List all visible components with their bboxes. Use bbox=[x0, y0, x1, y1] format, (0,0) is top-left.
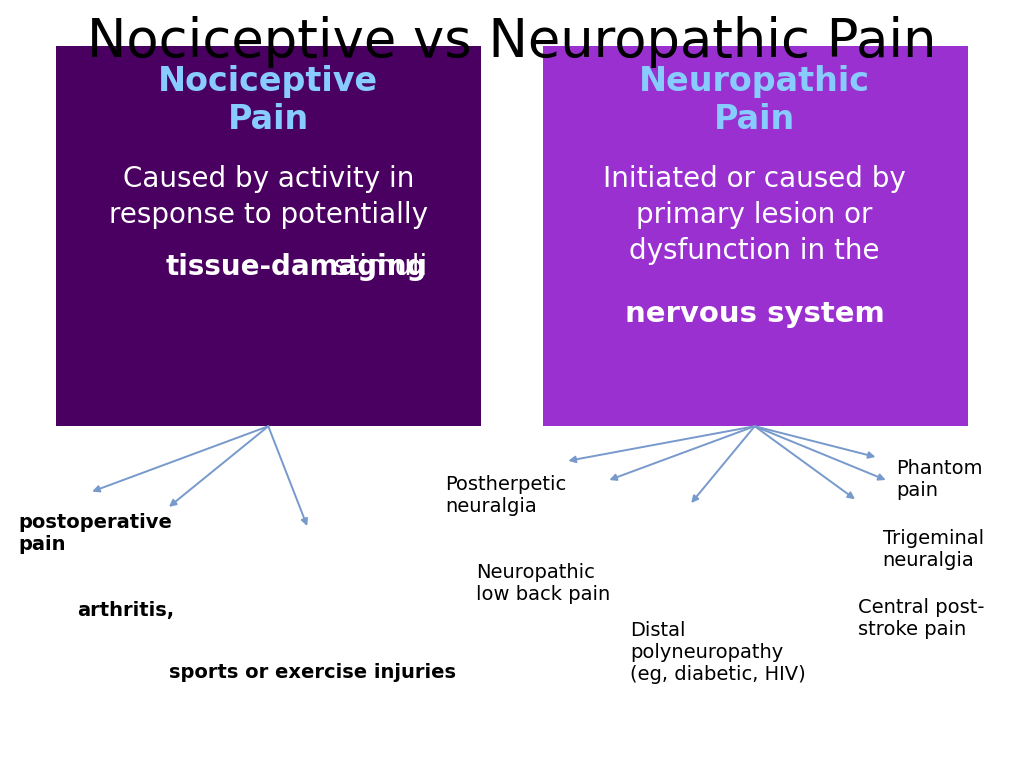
Text: Trigeminal
neuralgia: Trigeminal neuralgia bbox=[883, 528, 984, 570]
Text: Distal
polyneuropathy
(eg, diabetic, HIV): Distal polyneuropathy (eg, diabetic, HIV… bbox=[630, 621, 806, 684]
Text: stimuli: stimuli bbox=[325, 253, 427, 281]
FancyBboxPatch shape bbox=[56, 46, 481, 426]
Text: Phantom
pain: Phantom pain bbox=[896, 459, 982, 501]
Text: Postherpetic
neuralgia: Postherpetic neuralgia bbox=[445, 475, 566, 516]
Text: Nociceptive
Pain: Nociceptive Pain bbox=[159, 65, 378, 137]
Text: postoperative
pain: postoperative pain bbox=[18, 513, 172, 554]
Text: nervous system: nervous system bbox=[625, 300, 885, 327]
Text: Caused by activity in
response to potentially: Caused by activity in response to potent… bbox=[109, 165, 428, 229]
Text: Nociceptive vs Neuropathic Pain: Nociceptive vs Neuropathic Pain bbox=[87, 16, 937, 68]
Text: Initiated or caused by
primary lesion or
dysfunction in the: Initiated or caused by primary lesion or… bbox=[603, 165, 906, 264]
Text: Neuropathic
low back pain: Neuropathic low back pain bbox=[476, 563, 610, 604]
Text: Neuropathic
Pain: Neuropathic Pain bbox=[639, 65, 870, 137]
Text: sports or exercise injuries: sports or exercise injuries bbox=[169, 663, 456, 681]
Text: Central post-
stroke pain: Central post- stroke pain bbox=[858, 598, 985, 639]
FancyBboxPatch shape bbox=[543, 46, 968, 426]
Text: tissue-damaging: tissue-damaging bbox=[166, 253, 427, 281]
Text: arthritis,: arthritis, bbox=[77, 601, 174, 620]
